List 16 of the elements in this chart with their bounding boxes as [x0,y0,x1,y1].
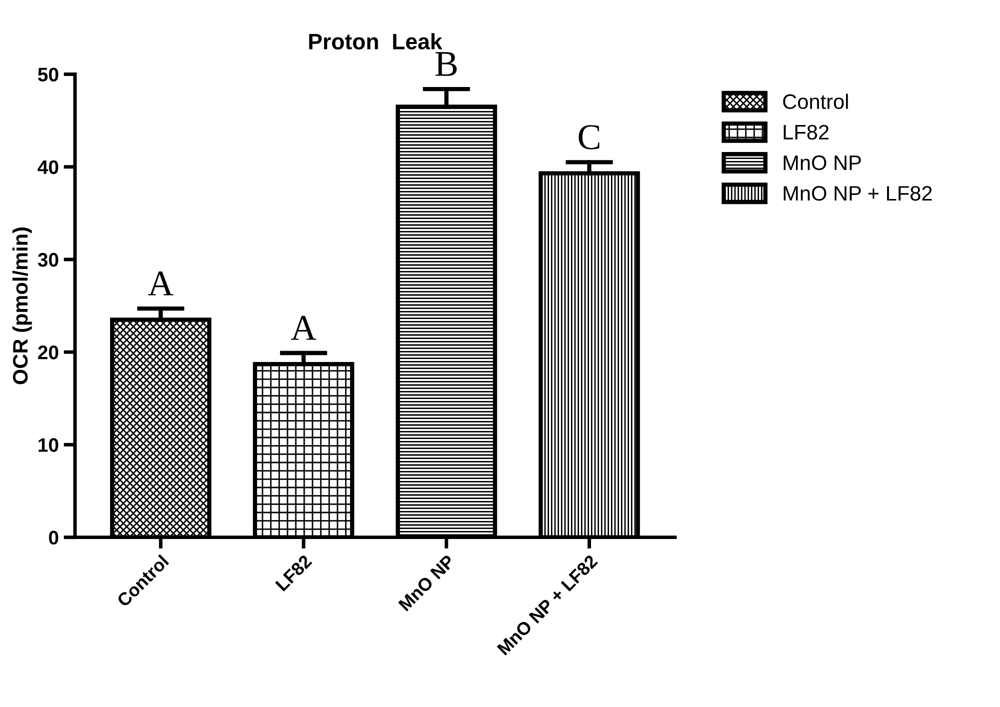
annotation: A [290,316,316,340]
y-tick-label: 30 [38,252,58,267]
y-tick-label: 50 [38,68,58,82]
y-tick-label: 40 [38,160,58,174]
annotation: A [148,271,174,296]
legend-label: MnO NP + LF82 [784,186,932,201]
annotation: B [435,52,457,76]
y-tick-label: 10 [38,438,58,452]
y-tick-label: 0 [48,530,58,545]
legend-label: LF82 [784,124,829,140]
annotation: C [578,125,600,150]
y-axis-title: OCR (pmol/min) [12,228,32,384]
chart-title: Proton Leak [309,33,442,50]
legend-label: Control [783,94,848,110]
y-tick-label: 20 [38,346,58,360]
legend-label: MnO NP [784,155,861,170]
